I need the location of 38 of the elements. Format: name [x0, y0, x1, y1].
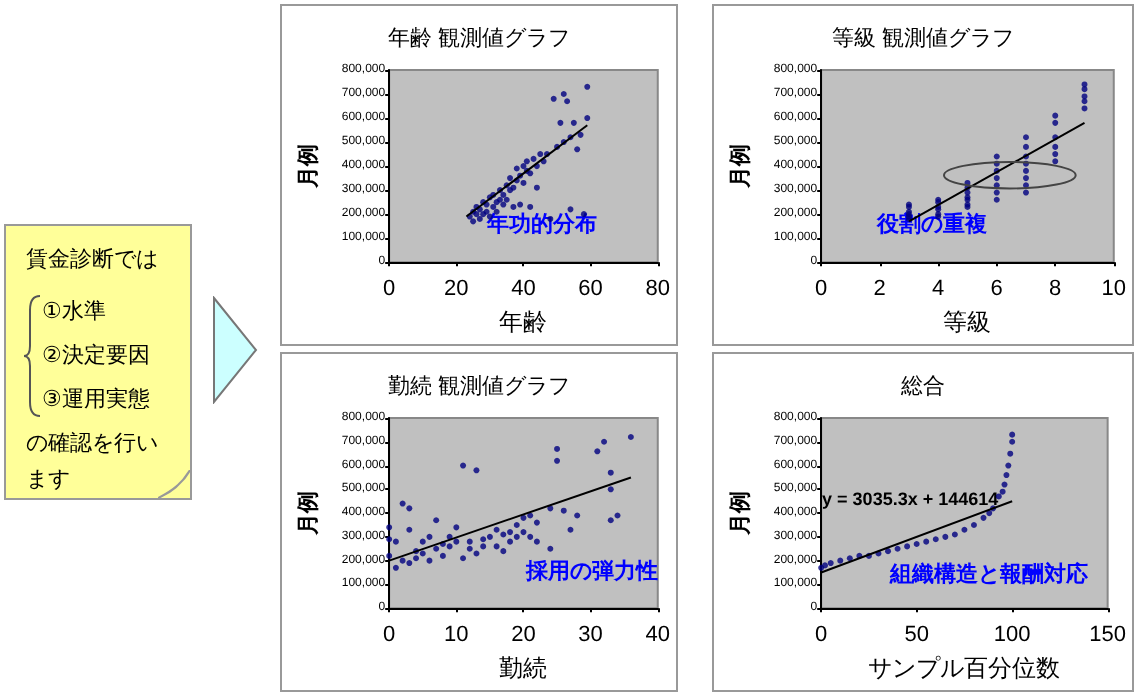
chart-title: 年齢 観測値グラフ — [387, 27, 571, 51]
x-axis-title: 年齢 — [499, 308, 548, 336]
x-tick-label: 2 — [873, 277, 886, 302]
x-tick-label: 10 — [1101, 277, 1127, 302]
x-tick-label: 4 — [932, 277, 945, 302]
x-tick-label: 6 — [990, 277, 1003, 302]
x-tick-label: 150 — [1089, 623, 1127, 648]
x-tick-label: 20 — [444, 277, 469, 302]
x-tick-label: 80 — [645, 277, 671, 302]
x-tick-label: 40 — [645, 623, 671, 648]
y-axis-title: 月例 — [727, 144, 753, 191]
x-tick-label: 100 — [993, 623, 1031, 648]
x-axis-title: 等級 — [943, 308, 992, 336]
y-axis-title: 月例 — [295, 144, 321, 191]
text: ③運用実態 — [42, 384, 152, 416]
x-tick-label: 50 — [904, 623, 929, 648]
x-tick-label: 40 — [511, 277, 536, 302]
text: の確認を行います — [26, 428, 160, 496]
chart-title: 総合 — [899, 373, 945, 399]
x-tick-label: 60 — [578, 277, 603, 302]
annotation: 役割の重複 — [875, 211, 988, 238]
y-axis-title: 月例 — [295, 491, 321, 538]
annotation: 採用の弾力性 — [523, 557, 658, 584]
text: 賃金診断では — [26, 244, 160, 276]
chart-title: 勤続 観測値グラフ — [387, 373, 571, 399]
x-axis-title: 勤続 — [499, 654, 548, 682]
annotation: y = 3035.3x + 144614 — [822, 488, 999, 509]
x-tick-label: 30 — [578, 623, 603, 648]
text: ②決定要因 — [42, 340, 152, 372]
x-axis-title: サンプル百分位数 — [868, 654, 1061, 682]
x-tick-label: 10 — [444, 623, 469, 648]
annotation: 年功的分布 — [485, 211, 598, 238]
x-tick-label: 20 — [511, 623, 536, 648]
annotation: 組織構造と報酬対応 — [888, 561, 1091, 588]
x-tick-label: 8 — [1049, 277, 1062, 302]
text: ①水準 — [42, 296, 108, 328]
y-axis-title: 月例 — [727, 491, 753, 538]
chart-title: 等級 観測値グラフ — [831, 27, 1015, 51]
